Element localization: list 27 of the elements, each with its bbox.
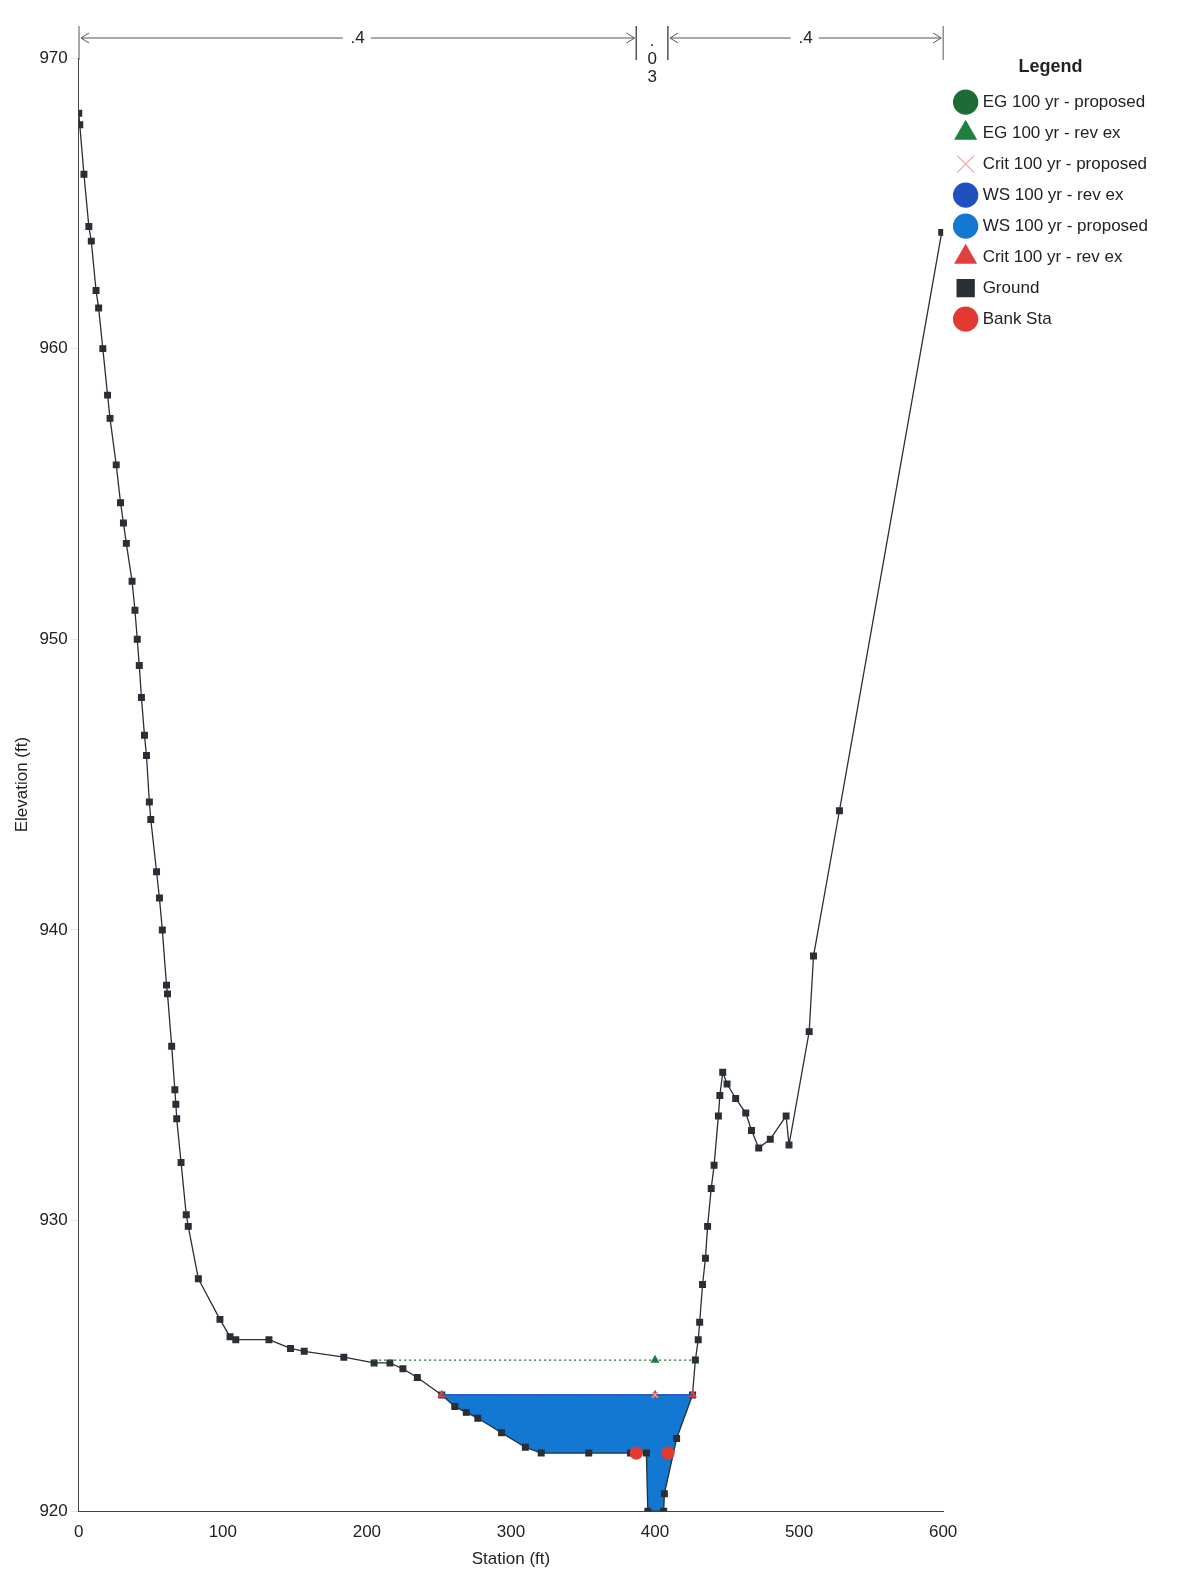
legend-label: Crit 100 yr - rev ex: [982, 246, 1123, 266]
legend-label: Ground: [982, 277, 1040, 297]
x-tick-label: 100: [208, 1522, 238, 1542]
legend-label: WS 100 yr - proposed: [982, 215, 1149, 235]
legend-label: Crit 100 yr - proposed: [982, 153, 1148, 173]
y-tick-label: 920: [39, 1500, 68, 1520]
x-tick-label: 600: [928, 1522, 958, 1542]
text: .4: [347, 28, 368, 47]
y-axis-title: Elevation (ft): [11, 736, 31, 833]
y-tick-label: 970: [39, 47, 68, 67]
x-tick-label: 0: [74, 1522, 84, 1542]
legend-label: Bank Sta: [982, 308, 1053, 328]
legend-label: WS 100 yr - rev ex: [982, 184, 1124, 204]
x-tick-label: 300: [496, 1522, 526, 1542]
legend-title: Legend: [1018, 55, 1083, 76]
x-tick-label: 500: [784, 1522, 814, 1542]
y-tick-label: 940: [39, 919, 68, 939]
y-tick-label: 960: [39, 338, 68, 358]
annotation: .03: [647, 31, 658, 86]
y-tick-label: 930: [39, 1210, 68, 1230]
x-axis-title: Station (ft): [471, 1549, 551, 1569]
legend-label: EG 100 yr - proposed: [982, 91, 1146, 111]
y-tick-label: 950: [39, 628, 68, 648]
x-tick-label: 400: [640, 1522, 670, 1542]
x-tick-label: 200: [352, 1522, 382, 1542]
legend-label: EG 100 yr - rev ex: [982, 122, 1122, 142]
text: .4: [795, 28, 816, 47]
